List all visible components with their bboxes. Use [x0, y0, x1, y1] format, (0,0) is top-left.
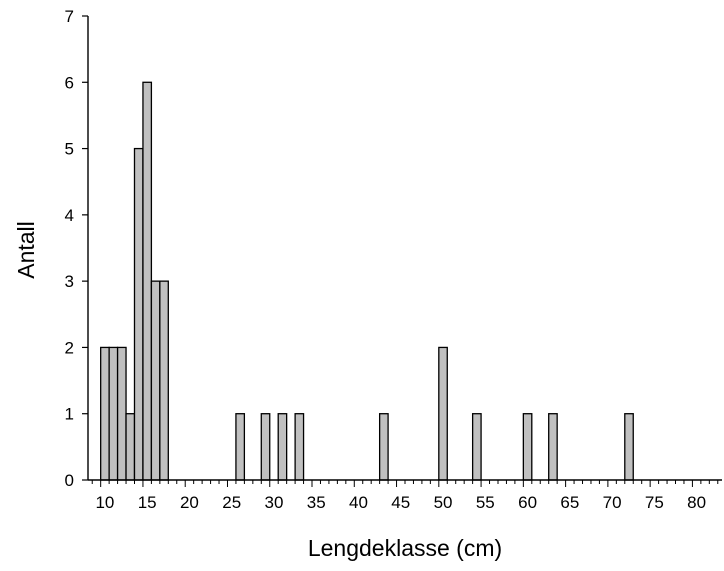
bar-12cm [116, 346, 127, 481]
x-tick-label-25: 25 [222, 493, 241, 512]
bar-31cm [277, 413, 288, 481]
bar-17cm [159, 280, 169, 481]
bar-29cm [260, 413, 271, 481]
y-tick-label-6: 6 [65, 73, 74, 92]
y-tick-label-7: 7 [65, 7, 74, 26]
axes-layer [82, 15, 722, 487]
x-tick-label-80: 80 [687, 493, 706, 512]
bar-13cm [125, 413, 136, 481]
bars-layer [100, 81, 634, 481]
x-tick-label-65: 65 [560, 493, 579, 512]
x-tick-label-55: 55 [476, 493, 495, 512]
bar-50cm [438, 346, 448, 481]
y-tick-label-1: 1 [65, 405, 74, 424]
x-tick-label-45: 45 [391, 493, 410, 512]
x-tick-label-75: 75 [645, 493, 664, 512]
x-tick-label-40: 40 [349, 493, 368, 512]
x-axis-title: Lengdeklasse (cm) [308, 535, 502, 561]
x-tick-label-30: 30 [265, 493, 284, 512]
x-tick-label-10: 10 [95, 493, 114, 512]
x-tick-label-50: 50 [434, 493, 453, 512]
y-tick-label-0: 0 [65, 471, 74, 490]
bar-54cm [471, 413, 482, 481]
x-tick-label-60: 60 [518, 493, 537, 512]
bar-15cm [142, 81, 153, 481]
x-tick-label-20: 20 [180, 493, 199, 512]
bar-33cm [294, 413, 305, 481]
x-tick-label-15: 15 [138, 493, 157, 512]
bar-16cm [150, 280, 161, 481]
y-tick-label-5: 5 [65, 140, 74, 159]
x-tick-label-35: 35 [307, 493, 326, 512]
bar-11cm [108, 346, 119, 481]
bar-63cm [548, 413, 558, 481]
y-tick-label-2: 2 [65, 338, 74, 357]
bar-60cm [522, 413, 533, 481]
bar-43cm [378, 413, 389, 481]
y-tick-label-4: 4 [65, 206, 74, 225]
bar-10cm [100, 346, 110, 481]
bar-72cm [624, 413, 634, 481]
bar-26cm [235, 413, 246, 481]
bar-14cm [133, 147, 144, 481]
y-tick-label-3: 3 [65, 272, 74, 291]
y-axis-title: Antall [13, 221, 39, 279]
x-tick-label-70: 70 [603, 493, 622, 512]
